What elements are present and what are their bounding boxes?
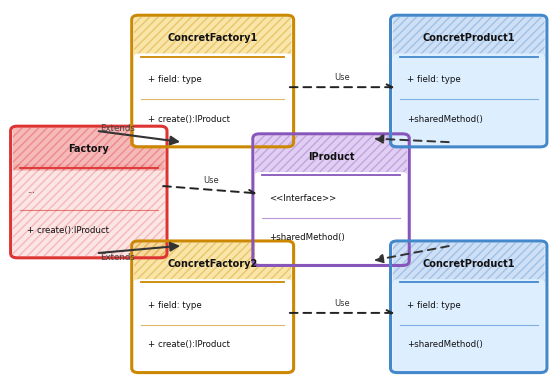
Text: Use: Use [204,176,219,185]
FancyBboxPatch shape [134,279,291,371]
Text: + field: type: + field: type [148,75,202,84]
Text: Extends: Extends [100,124,135,133]
Text: + create():IProduct: + create():IProduct [148,114,230,124]
Text: ConcretProduct1: ConcretProduct1 [422,33,515,43]
FancyBboxPatch shape [392,17,545,60]
FancyBboxPatch shape [392,279,545,371]
Text: + field: type: + field: type [148,301,202,310]
Text: + field: type: + field: type [407,301,461,310]
FancyBboxPatch shape [255,172,407,264]
Text: IProduct: IProduct [308,152,354,162]
Text: <<Interface>>: <<Interface>> [269,194,337,203]
FancyBboxPatch shape [134,53,291,145]
Text: + create():IProduct: + create():IProduct [148,340,230,349]
Text: ConcretFactory2: ConcretFactory2 [168,259,258,269]
FancyBboxPatch shape [392,243,545,285]
FancyBboxPatch shape [255,136,407,178]
Text: Extends: Extends [100,253,135,262]
Text: ...: ... [27,186,35,195]
Text: ConcretProduct1: ConcretProduct1 [422,259,515,269]
FancyBboxPatch shape [392,53,545,145]
FancyBboxPatch shape [13,164,165,256]
Text: +sharedMethod(): +sharedMethod() [407,340,483,349]
Text: + create():IProduct: + create():IProduct [27,225,109,235]
Text: Use: Use [334,299,350,308]
Text: + field: type: + field: type [407,75,461,84]
Text: Factory: Factory [68,144,109,154]
Text: +sharedMethod(): +sharedMethod() [407,114,483,124]
Text: ConcretFactory1: ConcretFactory1 [168,33,258,43]
Text: Use: Use [334,73,350,82]
FancyBboxPatch shape [13,128,165,170]
Text: +sharedMethod(): +sharedMethod() [269,233,345,242]
FancyBboxPatch shape [134,17,291,60]
FancyBboxPatch shape [134,243,291,285]
